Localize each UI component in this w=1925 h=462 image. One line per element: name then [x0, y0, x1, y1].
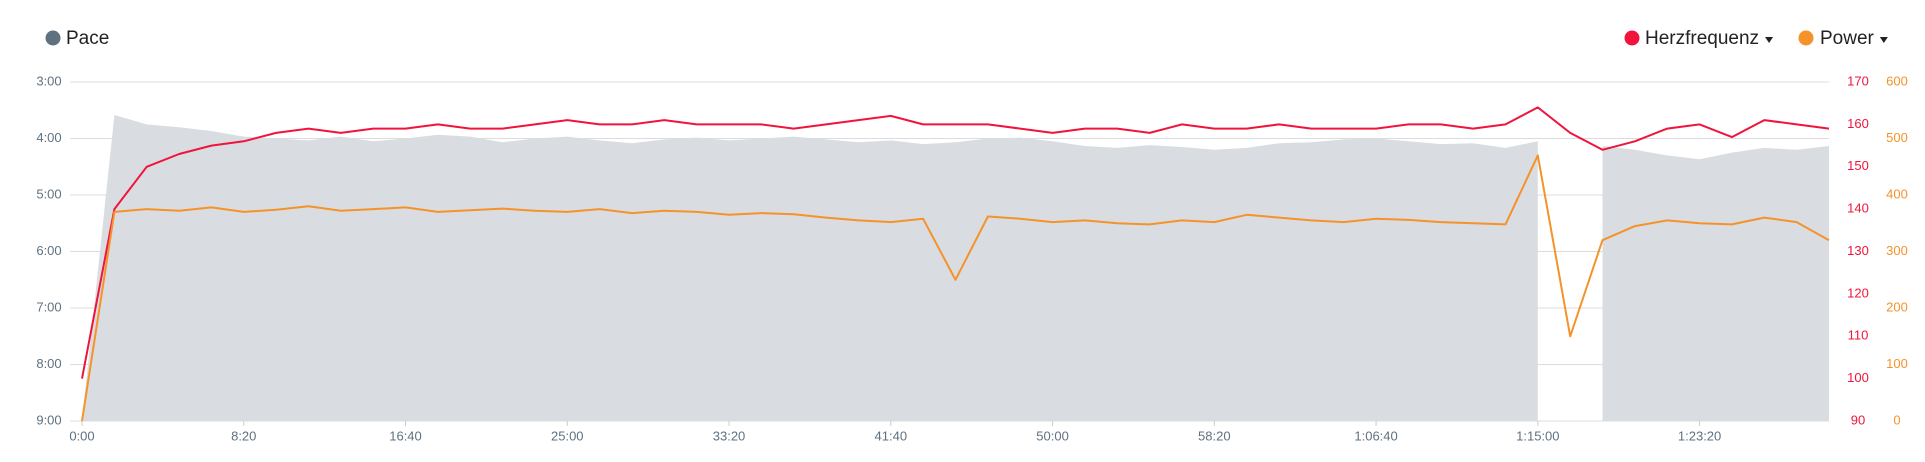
y2-tick-label: 100	[1847, 370, 1869, 385]
y2-tick-label: 90	[1851, 412, 1865, 427]
x-tick-label: 25:00	[551, 428, 584, 443]
legend-dot	[1798, 30, 1814, 46]
series-line	[81, 106, 1830, 379]
legend-item: Pace	[45, 28, 109, 49]
x-tick-label: 1:23:20	[1678, 428, 1721, 443]
y2-tick-label: 120	[1847, 285, 1869, 300]
y3-tick-label: 300	[1886, 243, 1908, 258]
y-tick-label: 8:00	[36, 356, 61, 371]
x-tick-label: 16:40	[389, 428, 422, 443]
y2-tick-label: 150	[1847, 158, 1869, 173]
x-tick-label: 41:40	[875, 428, 908, 443]
y2-tick-label: 130	[1847, 243, 1869, 258]
x-tick-label: 8:20	[231, 428, 256, 443]
x-tick-label: 58:20	[1198, 428, 1231, 443]
y2-tick-label: 170	[1847, 73, 1869, 88]
dropdown-arrow[interactable]	[1765, 37, 1774, 43]
x-tick-label: 50:00	[1036, 428, 1069, 443]
plot-area	[81, 106, 1830, 422]
y3-tick-label: 100	[1886, 356, 1908, 371]
y3-tick-label: 0	[1893, 412, 1900, 427]
dropdown-arrow[interactable]	[1879, 37, 1888, 43]
legend-label: Power	[1820, 28, 1875, 49]
legend-item[interactable]: Herzfrequenz	[1624, 28, 1774, 49]
axes: 3:00 4:00 5:00 6:00 7:00 8:00 9:00 90 100 110 120 1…	[36, 73, 1908, 443]
x-tick-label: 33:20	[713, 428, 746, 443]
legend-dot	[45, 30, 61, 46]
pace-area	[82, 115, 1829, 421]
y-tick-label: 4:00	[36, 130, 61, 145]
y2-tick-label: 160	[1847, 116, 1869, 131]
y3-tick-label: 600	[1886, 73, 1908, 88]
legend-dot	[1624, 30, 1640, 46]
series-line	[81, 154, 1830, 422]
y-tick-label: 5:00	[36, 186, 61, 201]
y-tick-label: 6:00	[36, 243, 61, 258]
y2-tick-label: 110	[1848, 328, 1869, 343]
y3-tick-label: 500	[1886, 130, 1908, 145]
legend-item[interactable]: Power	[1798, 28, 1888, 49]
y-tick-label: 3:00	[36, 73, 61, 88]
y2-tick-label: 140	[1847, 201, 1869, 216]
legend-label: Herzfrequenz	[1645, 28, 1759, 49]
legend: Pace Herzfrequenz Power	[45, 28, 1888, 49]
x-tick-label: 1:15:00	[1516, 428, 1559, 443]
x-tick-label: 0:00	[69, 428, 94, 443]
x-tick-label: 1:06:40	[1354, 428, 1397, 443]
y-tick-label: 9:00	[36, 412, 61, 427]
y3-tick-label: 400	[1886, 186, 1908, 201]
y3-tick-label: 200	[1886, 299, 1908, 314]
y-tick-label: 7:00	[36, 299, 61, 314]
legend-label: Pace	[66, 28, 109, 49]
